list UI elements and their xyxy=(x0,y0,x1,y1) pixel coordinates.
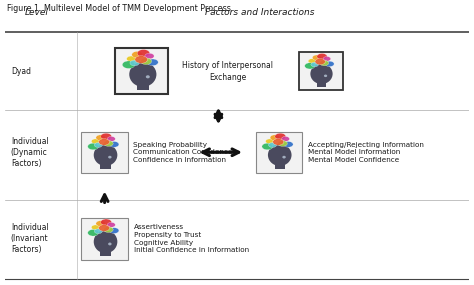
Ellipse shape xyxy=(324,75,327,77)
Circle shape xyxy=(311,62,319,67)
Ellipse shape xyxy=(108,156,111,158)
Text: Speaking Probability
Communication Confidence
Confidence in Information: Speaking Probability Communication Confi… xyxy=(133,142,233,163)
Circle shape xyxy=(107,137,115,141)
Circle shape xyxy=(137,50,150,57)
Bar xyxy=(115,48,168,94)
Circle shape xyxy=(282,137,290,141)
Bar xyxy=(255,132,302,172)
Circle shape xyxy=(135,56,147,63)
Circle shape xyxy=(96,221,105,226)
Circle shape xyxy=(109,142,119,147)
Circle shape xyxy=(283,142,293,147)
Text: Dyad: Dyad xyxy=(11,67,31,76)
Circle shape xyxy=(268,142,276,147)
Circle shape xyxy=(145,53,154,59)
Text: Accepting/Rejecting Information
Mental Model Information
Mental Model Confidence: Accepting/Rejecting Information Mental M… xyxy=(308,142,423,163)
Circle shape xyxy=(91,139,100,144)
Circle shape xyxy=(100,133,111,140)
Circle shape xyxy=(312,55,321,60)
Circle shape xyxy=(109,228,119,233)
Circle shape xyxy=(132,51,143,58)
Ellipse shape xyxy=(129,62,156,87)
Circle shape xyxy=(99,139,109,145)
Ellipse shape xyxy=(268,144,292,166)
Circle shape xyxy=(96,135,105,141)
Circle shape xyxy=(270,135,280,141)
Circle shape xyxy=(320,60,328,66)
Text: Individual
(Invariant
Factors): Individual (Invariant Factors) xyxy=(11,223,48,255)
Bar xyxy=(100,162,111,169)
Circle shape xyxy=(100,219,111,225)
Circle shape xyxy=(88,143,99,150)
Ellipse shape xyxy=(94,144,118,166)
Text: Assertiveness
Propensity to Trust
Cognitive Ability
Initial Confidence in Inform: Assertiveness Propensity to Trust Cognit… xyxy=(134,224,249,253)
Circle shape xyxy=(127,56,136,62)
Circle shape xyxy=(130,60,139,66)
Bar xyxy=(100,249,111,256)
Circle shape xyxy=(317,54,327,60)
Text: Figure 1. Multilevel Model of TMM Development Process: Figure 1. Multilevel Model of TMM Develo… xyxy=(7,4,231,13)
Circle shape xyxy=(147,59,158,66)
Circle shape xyxy=(275,133,286,140)
Circle shape xyxy=(308,59,316,63)
Bar xyxy=(299,52,343,90)
Circle shape xyxy=(91,225,100,230)
Ellipse shape xyxy=(108,243,111,245)
Bar xyxy=(82,217,128,260)
Bar xyxy=(317,80,327,87)
Bar xyxy=(274,162,285,169)
Circle shape xyxy=(278,141,287,146)
Circle shape xyxy=(94,229,102,234)
Text: Level: Level xyxy=(25,8,49,17)
Circle shape xyxy=(141,58,152,64)
Circle shape xyxy=(315,58,325,65)
Circle shape xyxy=(94,142,102,147)
Ellipse shape xyxy=(283,156,286,158)
Text: Factors and Interactions: Factors and Interactions xyxy=(205,8,315,17)
Circle shape xyxy=(122,61,135,68)
Circle shape xyxy=(107,222,115,227)
Circle shape xyxy=(88,229,99,236)
Ellipse shape xyxy=(146,75,150,78)
Circle shape xyxy=(323,56,331,61)
Bar xyxy=(137,82,149,90)
Circle shape xyxy=(325,61,334,67)
Text: History of Interpersonal
Exchange: History of Interpersonal Exchange xyxy=(182,61,273,82)
Circle shape xyxy=(104,227,113,233)
Ellipse shape xyxy=(94,230,118,253)
Circle shape xyxy=(262,143,273,150)
Circle shape xyxy=(305,63,315,69)
Circle shape xyxy=(273,139,284,145)
Text: Individual
(Dynamic
Factors): Individual (Dynamic Factors) xyxy=(11,137,48,168)
Circle shape xyxy=(99,225,109,231)
Bar xyxy=(82,132,128,172)
Ellipse shape xyxy=(310,64,333,84)
Circle shape xyxy=(265,139,273,144)
Circle shape xyxy=(104,141,113,146)
